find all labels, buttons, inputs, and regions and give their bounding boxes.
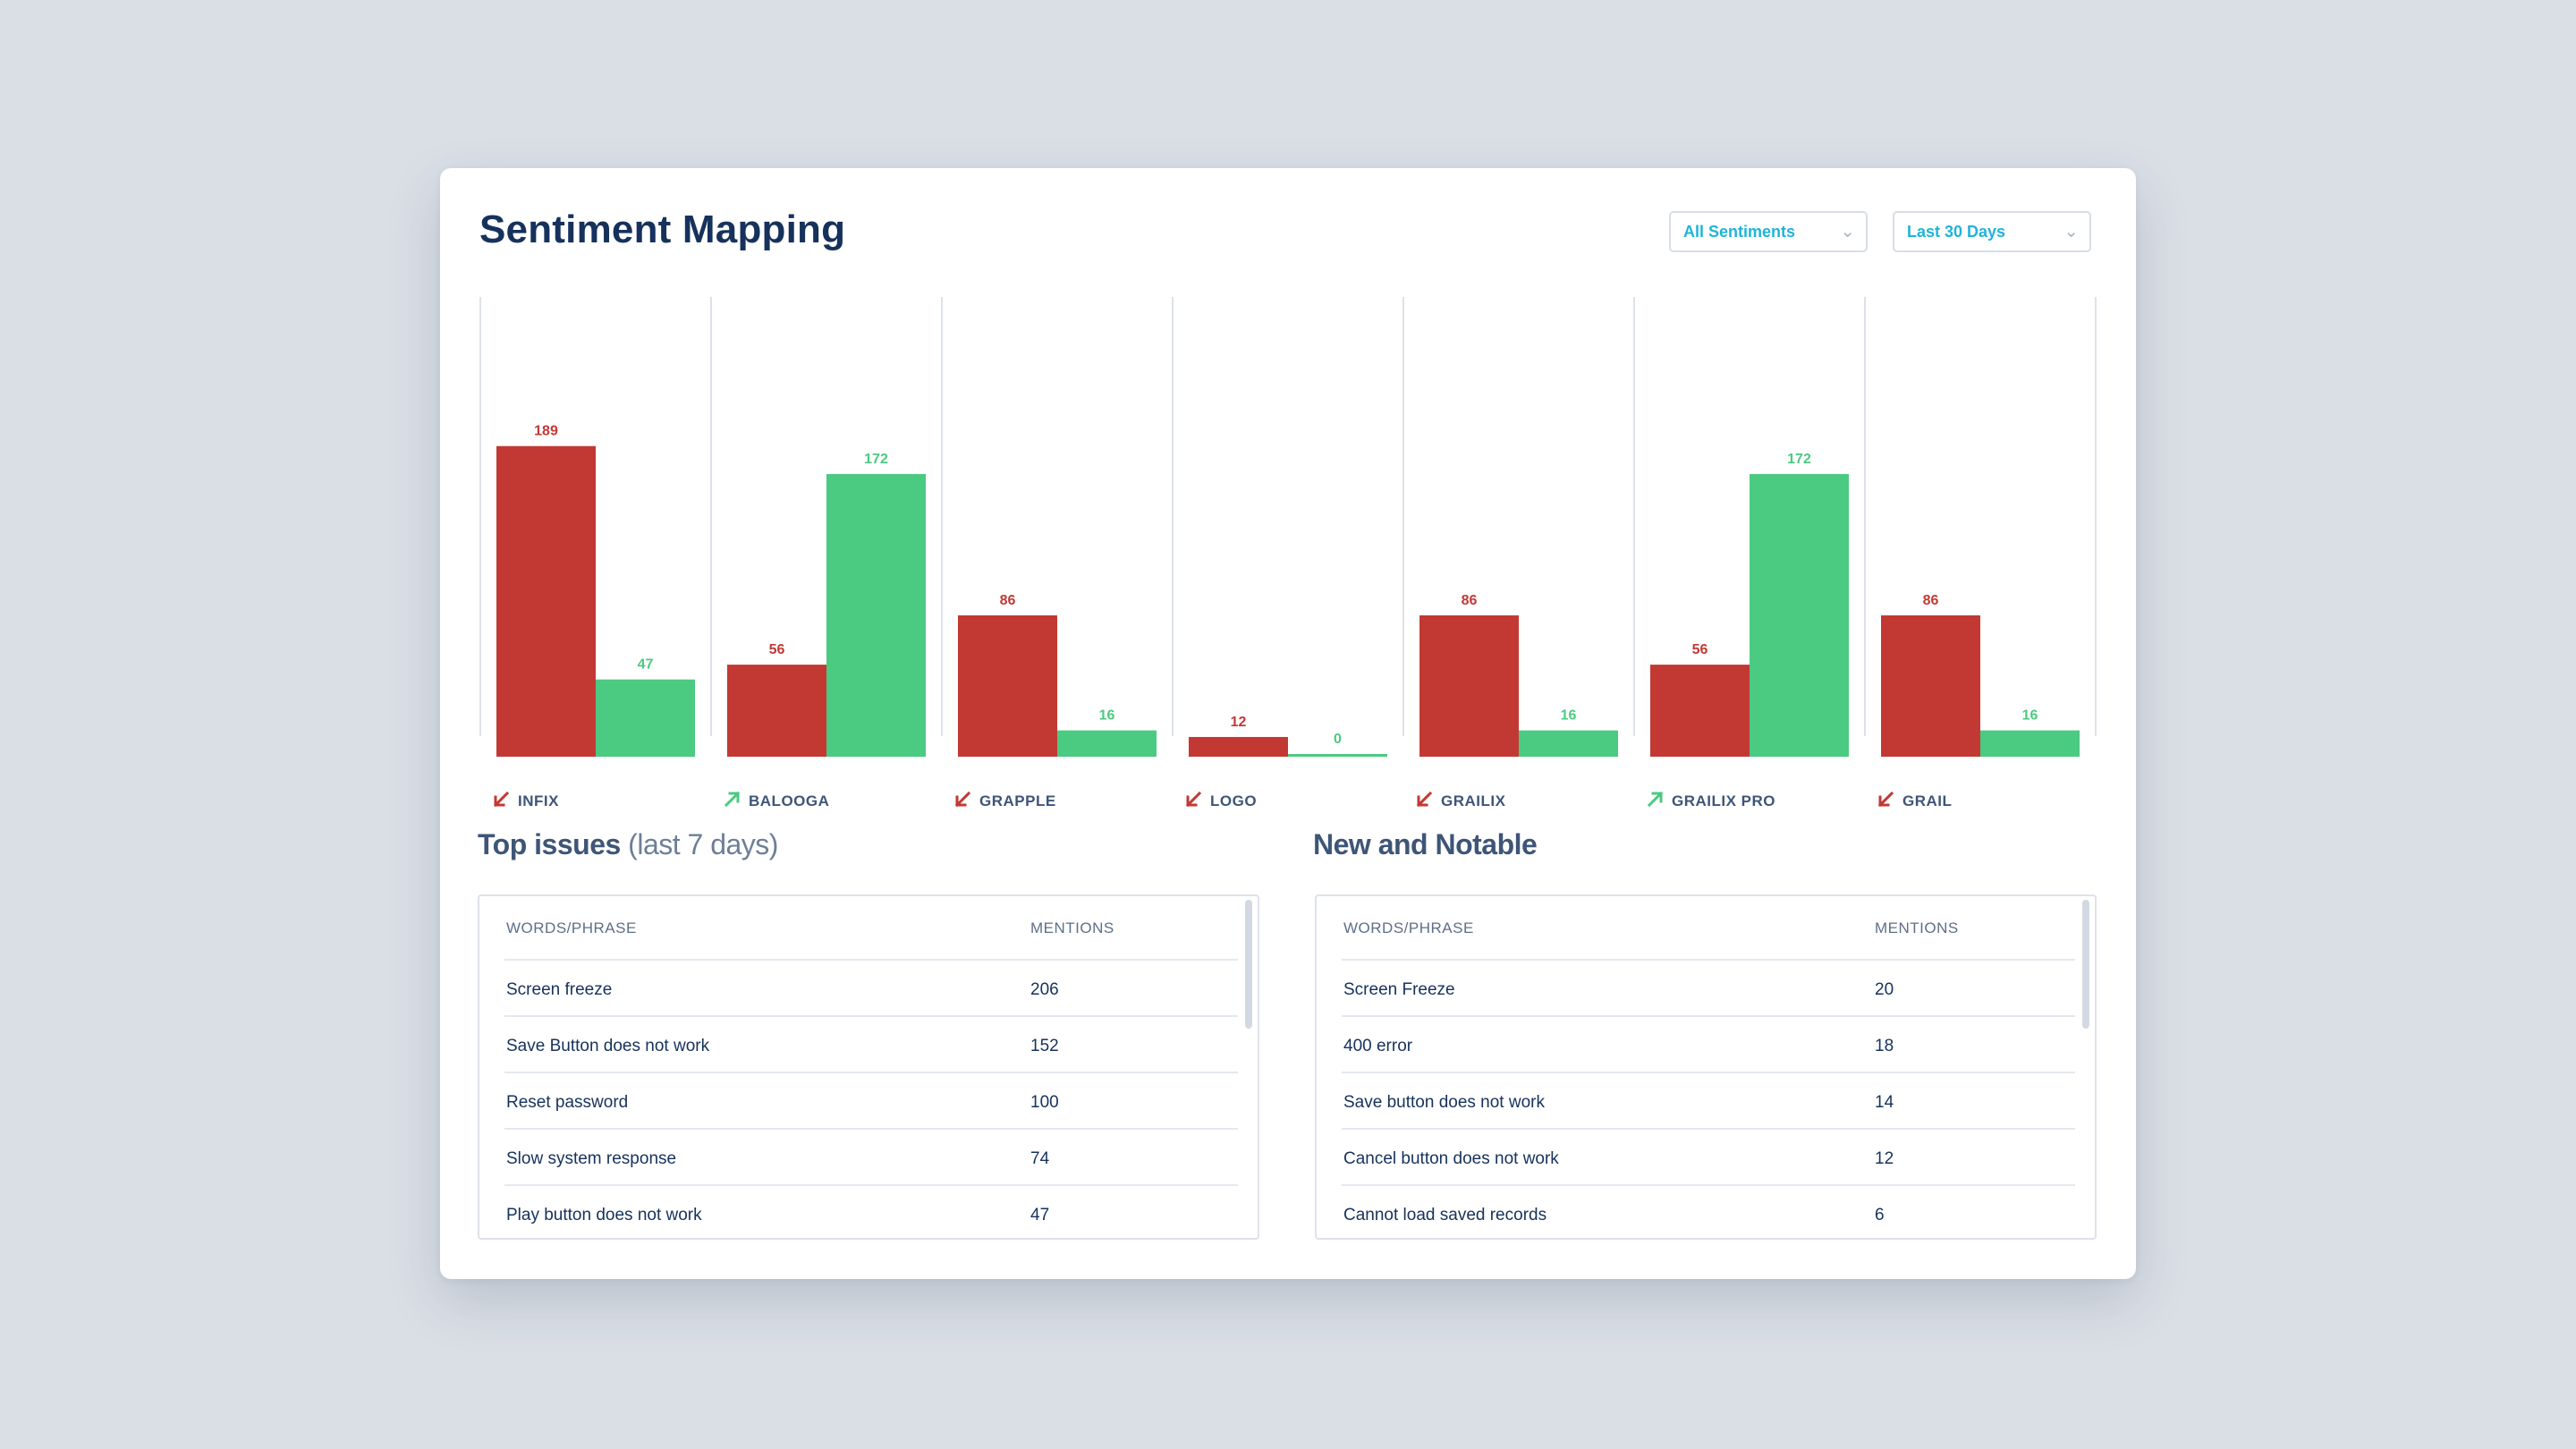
bar-negative bbox=[1650, 665, 1750, 757]
data-label-positive: 16 bbox=[2022, 708, 2038, 724]
date-range-value: Last 30 Days bbox=[1907, 223, 2006, 241]
data-label-negative: 56 bbox=[1692, 642, 1708, 657]
row-phrase: Screen Freeze bbox=[1343, 980, 1455, 999]
arrow-down-left-icon bbox=[1416, 791, 1433, 808]
category-label: GRAPPLE bbox=[979, 792, 1056, 809]
table-row[interactable]: Cannot load saved records 6 bbox=[1342, 1186, 2075, 1238]
row-phrase: Cannot load saved records bbox=[1343, 1206, 1547, 1224]
chart-svg: 189 47 INFIX 56 172 BALOOGA 86 16 GRAPPLE 12 0 LOGO… bbox=[479, 297, 2097, 809]
table-row[interactable]: Screen Freeze 20 bbox=[1342, 961, 2075, 1017]
data-label-negative: 56 bbox=[769, 642, 785, 657]
column-header-phrase: WORDS/PHRASE bbox=[1343, 919, 1474, 936]
new-notable-table[interactable]: WORDS/PHRASE MENTIONS Screen Freeze 20 4… bbox=[1315, 894, 2097, 1240]
row-mentions: 18 bbox=[1875, 1037, 1894, 1055]
bar-negative bbox=[1189, 736, 1288, 757]
bar-negative bbox=[496, 445, 596, 757]
data-label-positive: 16 bbox=[1561, 708, 1577, 724]
bar-positive bbox=[1980, 730, 2080, 757]
data-label-positive: 172 bbox=[864, 452, 888, 467]
chevron-down-icon: ⌄ bbox=[2063, 222, 2079, 242]
sentiment-filter-value: All Sentiments bbox=[1683, 223, 1796, 241]
data-label-negative: 86 bbox=[1000, 593, 1016, 608]
top-issues-title: Top issues (last 7 days) bbox=[478, 828, 778, 861]
bar-negative bbox=[1419, 614, 1519, 757]
row-phrase: Cancel button does not work bbox=[1343, 1149, 1559, 1168]
top-issues-table[interactable]: WORDS/PHRASE MENTIONS Screen freeze 206 … bbox=[478, 894, 1259, 1240]
table-row[interactable]: Slow system response 74 bbox=[504, 1130, 1238, 1186]
arrow-down-left-icon bbox=[493, 791, 510, 808]
table-header: WORDS/PHRASE MENTIONS bbox=[1342, 896, 2075, 961]
chevron-down-icon: ⌄ bbox=[1840, 222, 1855, 242]
table-row[interactable]: 400 error 18 bbox=[1342, 1017, 2075, 1073]
row-mentions: 47 bbox=[1030, 1206, 1050, 1224]
bar-positive bbox=[596, 679, 695, 757]
category-label: GRAILIX bbox=[1441, 792, 1506, 809]
arrow-up-right-icon bbox=[724, 791, 741, 808]
category-label: LOGO bbox=[1210, 792, 1257, 809]
data-label-negative: 189 bbox=[534, 424, 558, 439]
row-mentions: 100 bbox=[1030, 1093, 1059, 1112]
row-mentions: 14 bbox=[1875, 1093, 1894, 1112]
row-phrase: 400 error bbox=[1343, 1037, 1413, 1055]
row-phrase: Play button does not work bbox=[506, 1206, 702, 1224]
data-label-positive: 47 bbox=[638, 657, 654, 673]
row-mentions: 6 bbox=[1875, 1206, 1885, 1224]
top-issues-heading: Top issues bbox=[478, 828, 621, 860]
table-row[interactable]: Screen freeze 206 bbox=[504, 961, 1238, 1017]
data-label-negative: 86 bbox=[1923, 593, 1939, 608]
row-phrase: Screen freeze bbox=[506, 980, 613, 999]
bar-negative bbox=[727, 665, 826, 757]
row-phrase: Reset password bbox=[506, 1093, 629, 1112]
top-issues-subtitle: (last 7 days) bbox=[628, 828, 778, 860]
column-header-phrase: WORDS/PHRASE bbox=[506, 919, 637, 936]
bar-positive bbox=[1057, 730, 1157, 757]
table-row[interactable]: Reset password 100 bbox=[504, 1073, 1238, 1130]
column-header-mentions: MENTIONS bbox=[1030, 919, 1114, 936]
table-header: WORDS/PHRASE MENTIONS bbox=[504, 896, 1238, 961]
sentiment-card: Sentiment Mapping All Sentiments ⌄ Last … bbox=[440, 168, 2136, 1279]
table-row[interactable]: Save button does not work 14 bbox=[1342, 1073, 2075, 1130]
arrow-down-left-icon bbox=[954, 791, 971, 808]
row-phrase: Save button does not work bbox=[1343, 1093, 1545, 1112]
data-label-positive: 172 bbox=[1787, 452, 1811, 467]
new-notable-title: New and Notable bbox=[1313, 828, 1538, 860]
column-header-mentions: MENTIONS bbox=[1875, 919, 1959, 936]
arrow-down-left-icon bbox=[1185, 791, 1202, 808]
page-title: Sentiment Mapping bbox=[479, 208, 846, 251]
bar-negative bbox=[1881, 614, 1980, 757]
row-mentions: 74 bbox=[1030, 1149, 1050, 1168]
scrollbar[interactable] bbox=[1245, 900, 1252, 1029]
category-label: INFIX bbox=[518, 792, 559, 809]
date-range-select[interactable]: Last 30 Days ⌄ bbox=[1893, 211, 2091, 252]
category-label: GRAILIX PRO bbox=[1672, 792, 1775, 809]
row-phrase: Save Button does not work bbox=[506, 1037, 710, 1055]
bar-positive bbox=[826, 473, 926, 757]
bar-positive bbox=[1750, 473, 1849, 757]
table-row[interactable]: Play button does not work 47 bbox=[504, 1186, 1238, 1238]
data-label-positive: 0 bbox=[1334, 732, 1342, 747]
data-label-positive: 16 bbox=[1099, 708, 1115, 724]
scrollbar[interactable] bbox=[2082, 900, 2089, 1029]
bar-negative bbox=[958, 614, 1057, 757]
row-mentions: 206 bbox=[1030, 980, 1059, 999]
data-label-negative: 86 bbox=[1462, 593, 1478, 608]
table-row[interactable]: Cancel button does not work 12 bbox=[1342, 1130, 2075, 1186]
arrow-up-right-icon bbox=[1647, 791, 1664, 808]
category-label: BALOOGA bbox=[749, 792, 829, 809]
bar-positive bbox=[1519, 730, 1618, 757]
row-mentions: 12 bbox=[1875, 1149, 1894, 1168]
data-label-negative: 12 bbox=[1231, 715, 1247, 730]
bar-positive bbox=[1288, 754, 1387, 757]
table-row[interactable]: Save Button does not work 152 bbox=[504, 1017, 1238, 1073]
row-mentions: 20 bbox=[1875, 980, 1894, 999]
arrow-down-left-icon bbox=[1877, 791, 1894, 808]
row-phrase: Slow system response bbox=[506, 1149, 677, 1168]
category-label: GRAIL bbox=[1902, 792, 1952, 809]
row-mentions: 152 bbox=[1030, 1037, 1059, 1055]
sentiment-filter-select[interactable]: All Sentiments ⌄ bbox=[1669, 211, 1868, 252]
sentiment-bar-chart: 189 47 INFIX 56 172 BALOOGA 86 16 GRAPPLE 12 0 LOGO… bbox=[479, 284, 2097, 809]
